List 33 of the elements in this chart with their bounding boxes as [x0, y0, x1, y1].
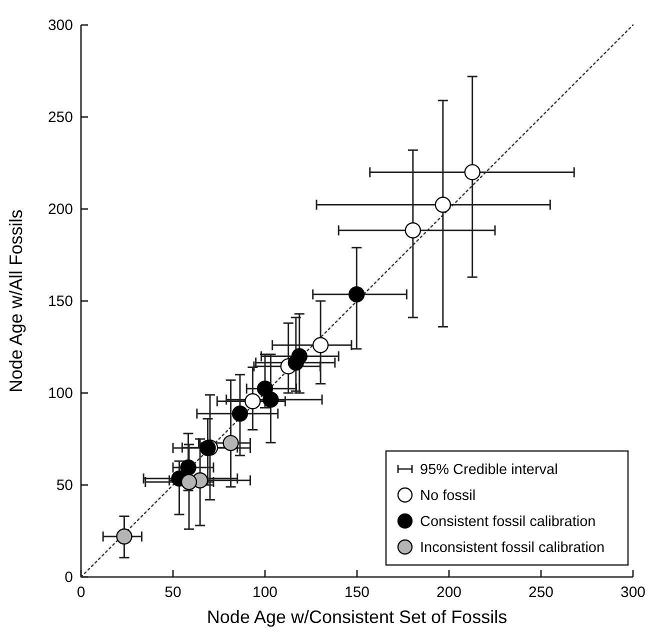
point — [222, 434, 239, 452]
annotation: 95% Credible interval — [420, 462, 558, 478]
x-axis-title: Node Age w/Consistent Set of Fossils — [206, 607, 508, 627]
point — [180, 474, 198, 490]
point — [288, 354, 304, 371]
point — [244, 393, 261, 410]
x-tick-label: 0 — [76, 584, 86, 601]
y-tick-label: 50 — [56, 477, 73, 494]
point — [180, 459, 196, 476]
point — [464, 164, 480, 180]
point — [434, 196, 452, 213]
legend-label: Inconsistent fossil calibration — [420, 540, 605, 556]
y-tick-label: 250 — [48, 109, 73, 126]
y-tick-label: 0 — [64, 569, 73, 586]
point — [348, 286, 365, 302]
legend-label: Consistent fossil calibration — [420, 514, 596, 530]
point — [312, 337, 329, 354]
point — [404, 222, 422, 238]
x-tick-label: 300 — [620, 584, 646, 601]
y-tick-label: 300 — [48, 17, 73, 34]
point — [256, 380, 274, 397]
y-axis-title: Node Age w/All Fossils — [6, 209, 26, 393]
x-tick-label: 100 — [252, 584, 278, 601]
point — [116, 528, 132, 545]
y-tick-label: 150 — [48, 293, 73, 310]
x-tick-label: 200 — [436, 584, 462, 601]
x-tick-label: 250 — [528, 584, 554, 601]
y-tick-label: 100 — [48, 385, 73, 402]
x-tick-label: 50 — [164, 584, 182, 601]
y-tick-label: 200 — [48, 201, 73, 218]
x-tick-label: 150 — [344, 584, 370, 601]
legend-label: No fossil — [420, 488, 476, 504]
point — [232, 406, 248, 422]
